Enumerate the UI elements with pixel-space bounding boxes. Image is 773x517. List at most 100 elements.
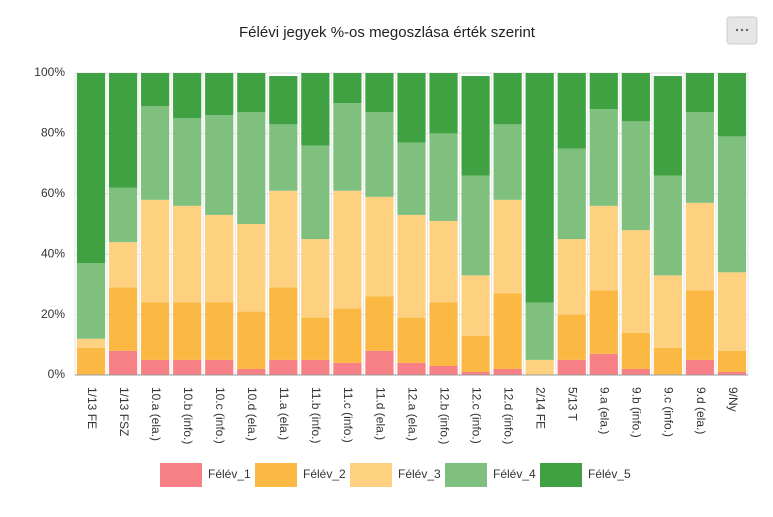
x-tick-label: 12.b (info.)	[437, 387, 451, 444]
legend-label: Félév_5	[588, 467, 631, 481]
x-tick-label: 10.c (info.)	[213, 387, 227, 444]
bar-segment	[621, 332, 650, 369]
legend-label: Félév_2	[303, 467, 346, 481]
legend-label: Félév_1	[208, 467, 251, 481]
bar-segment	[333, 362, 362, 375]
bar-segment	[237, 311, 266, 369]
bar-segment	[205, 73, 234, 116]
bar-segment	[461, 275, 490, 336]
bar-segment	[557, 359, 586, 375]
legend-label: Félév_4	[493, 467, 536, 481]
bar-segment	[653, 76, 682, 176]
x-tick-label: 11.b (info.)	[309, 387, 323, 443]
x-tick-label: 12.c (info.)	[469, 387, 483, 444]
bar-segment	[717, 272, 747, 351]
bar-segment	[76, 73, 106, 264]
bar-segment	[653, 275, 682, 348]
legend-item[interactable]: Félév_5	[540, 463, 631, 487]
menu-dot	[740, 28, 744, 32]
bar-segment	[333, 73, 362, 104]
x-tick-label: 1/13 FSZ	[117, 387, 131, 436]
menu-button[interactable]	[726, 16, 758, 45]
x-tick-label: 11.c (info.)	[341, 387, 355, 443]
bar-segment	[205, 302, 234, 360]
x-tick-label: 12.a (ela.)	[405, 387, 419, 441]
bar-segment	[429, 133, 458, 221]
bar-segment	[301, 239, 330, 318]
bar-segment	[269, 287, 298, 360]
legend-swatch	[445, 463, 487, 487]
bar-segment	[237, 368, 266, 375]
bar-segment	[365, 112, 394, 197]
bar-segment	[205, 359, 234, 375]
bar-segment	[397, 317, 426, 363]
bar-segment	[461, 76, 490, 176]
bar-segment	[493, 73, 522, 125]
bar-segment	[173, 118, 202, 206]
bar-segment	[237, 224, 266, 312]
bar-segment	[301, 359, 330, 375]
bar-segment	[653, 347, 682, 375]
x-tick-label: 9.b (info.)	[630, 387, 644, 438]
bar-segment	[333, 103, 362, 191]
x-tick-label: 10.b (info.)	[181, 387, 195, 444]
bar-segment	[141, 106, 170, 200]
x-tick-label: 10.a (ela.)	[149, 387, 163, 441]
bar-segment	[429, 220, 458, 303]
bar-segment	[717, 136, 747, 273]
bar-segment	[685, 359, 715, 375]
bar-segment	[365, 296, 394, 351]
x-tick-label: 9/Ny	[726, 387, 740, 412]
bar-segment	[269, 124, 298, 191]
bar-segment	[205, 115, 234, 215]
legend-label: Félév_3	[398, 467, 441, 481]
bar-segment	[141, 73, 170, 107]
legend-item[interactable]: Félév_1	[160, 463, 251, 487]
bar-segment	[76, 263, 106, 339]
bar-segment	[685, 290, 715, 360]
bar-segment	[461, 371, 490, 375]
bar-segment	[365, 73, 394, 113]
bar-segment	[141, 302, 170, 360]
legend-swatch	[255, 463, 297, 487]
x-tick-label: 11.a (ela.)	[277, 387, 291, 440]
bar-segment	[685, 73, 715, 113]
bar-segment	[717, 350, 747, 372]
bar-segment	[333, 308, 362, 363]
bar-segment	[173, 302, 202, 360]
bar-segment	[397, 73, 426, 143]
bar-segment	[525, 359, 554, 375]
menu-dot	[735, 28, 739, 32]
legend-item[interactable]: Félév_3	[350, 463, 441, 487]
legend-item[interactable]: Félév_2	[255, 463, 346, 487]
bar-segment	[301, 317, 330, 360]
bar-segment	[525, 73, 554, 303]
bar-segment	[493, 199, 522, 294]
bar-segment	[76, 347, 106, 375]
legend-swatch	[160, 463, 202, 487]
x-tick-label: 9.d (ela.)	[694, 387, 708, 434]
x-tick-label: 12.d (info.)	[501, 387, 515, 444]
bar-segment	[525, 302, 554, 360]
x-tick-label: 9.c (info.)	[662, 387, 676, 437]
bar-segment	[108, 350, 138, 375]
legend-item[interactable]: Félév_4	[445, 463, 536, 487]
bar-segment	[269, 359, 298, 375]
bar-segment	[365, 350, 394, 375]
x-tick-label: 2/14 FE	[534, 387, 548, 429]
bar-segment	[269, 190, 298, 288]
bar-segment	[301, 73, 330, 146]
bar-segment	[557, 314, 586, 360]
bar-segment	[685, 202, 715, 291]
bar-segment	[621, 121, 650, 231]
bar-segment	[173, 359, 202, 375]
bar-segment	[333, 190, 362, 309]
bar-segment	[301, 145, 330, 240]
x-tick-label: 10.d (ela.)	[245, 387, 259, 441]
x-tick-label: 1/13 FE	[85, 387, 99, 429]
bar-segment	[493, 293, 522, 369]
x-tick-label: 5/13 T	[566, 387, 580, 421]
bar-segment	[589, 290, 618, 354]
bar-segment	[365, 196, 394, 297]
